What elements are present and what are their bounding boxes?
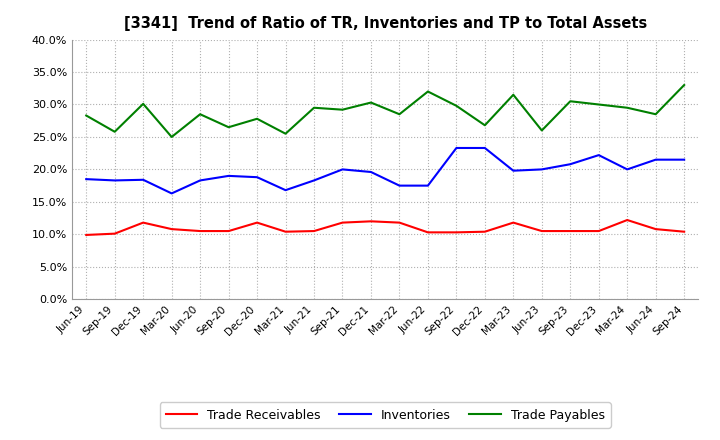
Inventories [338, 167, 347, 172]
Trade Receivables [196, 228, 204, 234]
Trade Payables [82, 113, 91, 118]
Inventories [282, 187, 290, 193]
Trade Payables [566, 99, 575, 104]
Line: Trade Payables: Trade Payables [86, 85, 684, 137]
Inventories [196, 178, 204, 183]
Trade Receivables [509, 220, 518, 225]
Trade Receivables [110, 231, 119, 236]
Inventories [167, 191, 176, 196]
Trade Payables [310, 105, 318, 110]
Inventories [82, 176, 91, 182]
Trade Payables [623, 105, 631, 110]
Trade Receivables [225, 228, 233, 234]
Trade Payables [537, 128, 546, 133]
Trade Payables [680, 82, 688, 88]
Inventories [566, 161, 575, 167]
Trade Receivables [282, 229, 290, 235]
Trade Receivables [423, 230, 432, 235]
Inventories [225, 173, 233, 179]
Trade Payables [282, 131, 290, 136]
Line: Inventories: Inventories [86, 148, 684, 194]
Trade Receivables [566, 228, 575, 234]
Trade Payables [452, 103, 461, 108]
Inventories [680, 157, 688, 162]
Inventories [395, 183, 404, 188]
Inventories [537, 167, 546, 172]
Inventories [253, 175, 261, 180]
Title: [3341]  Trend of Ratio of TR, Inventories and TP to Total Assets: [3341] Trend of Ratio of TR, Inventories… [124, 16, 647, 32]
Trade Receivables [366, 219, 375, 224]
Trade Receivables [623, 217, 631, 223]
Trade Payables [167, 134, 176, 139]
Trade Receivables [595, 228, 603, 234]
Inventories [509, 168, 518, 173]
Trade Receivables [253, 220, 261, 225]
Trade Payables [480, 123, 489, 128]
Inventories [110, 178, 119, 183]
Trade Payables [139, 101, 148, 106]
Trade Receivables [395, 220, 404, 225]
Trade Receivables [310, 228, 318, 234]
Trade Payables [338, 107, 347, 112]
Trade Payables [253, 116, 261, 121]
Trade Payables [595, 102, 603, 107]
Inventories [423, 183, 432, 188]
Trade Receivables [652, 227, 660, 232]
Trade Payables [423, 89, 432, 94]
Trade Receivables [338, 220, 347, 225]
Trade Receivables [680, 229, 688, 235]
Inventories [366, 169, 375, 175]
Trade Receivables [537, 228, 546, 234]
Trade Payables [395, 112, 404, 117]
Trade Payables [366, 100, 375, 105]
Trade Payables [509, 92, 518, 97]
Inventories [623, 167, 631, 172]
Inventories [139, 177, 148, 183]
Inventories [452, 145, 461, 150]
Trade Payables [196, 112, 204, 117]
Trade Payables [652, 112, 660, 117]
Inventories [480, 145, 489, 150]
Trade Receivables [139, 220, 148, 225]
Trade Payables [225, 125, 233, 130]
Trade Receivables [480, 229, 489, 235]
Inventories [595, 153, 603, 158]
Line: Trade Receivables: Trade Receivables [86, 220, 684, 235]
Trade Receivables [452, 230, 461, 235]
Trade Receivables [167, 227, 176, 232]
Legend: Trade Receivables, Inventories, Trade Payables: Trade Receivables, Inventories, Trade Pa… [160, 403, 611, 428]
Inventories [310, 178, 318, 183]
Trade Receivables [82, 232, 91, 238]
Trade Payables [110, 129, 119, 134]
Inventories [652, 157, 660, 162]
